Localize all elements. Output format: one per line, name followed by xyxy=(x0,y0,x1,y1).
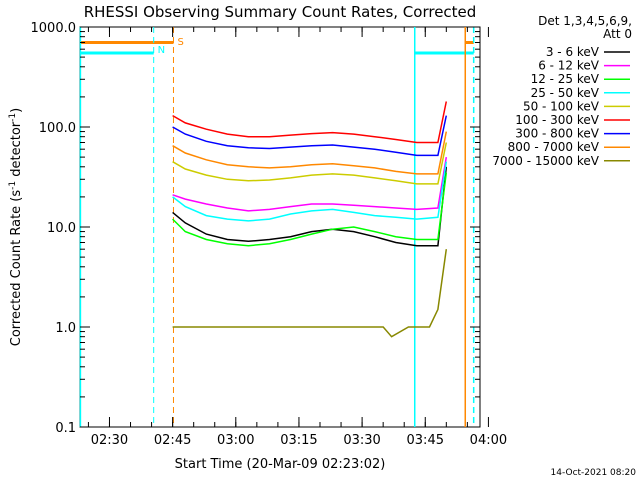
legend-header-line-2: Att 0 xyxy=(603,27,632,41)
legend-label-6: 300 - 800 keV xyxy=(515,127,599,141)
series-lines xyxy=(172,101,448,338)
series-line-1 xyxy=(172,156,448,212)
legend-label-2: 12 - 25 keV xyxy=(531,72,600,86)
series-line-8 xyxy=(172,249,448,338)
x-tick-label-0: 02:30 xyxy=(91,433,128,448)
legend-label-3: 25 - 50 keV xyxy=(531,86,600,100)
marker-label-1: N xyxy=(158,45,165,56)
y-axis-label-mid: detector xyxy=(9,121,24,181)
y-axis-label-sup1: -1 xyxy=(8,181,18,190)
y-tick-label-1: 100.0 xyxy=(39,121,76,136)
marker-label-0: S xyxy=(177,37,183,48)
y-axis-ticks: 1000.0 100.0 10.0 1.0 0.1 xyxy=(31,21,480,436)
legend-label-1: 6 - 12 keV xyxy=(538,59,600,73)
y-axis-label-sup2: -1 xyxy=(8,113,18,122)
y-tick-label-3: 1.0 xyxy=(55,321,76,336)
legend-header-line-1: Det 1,3,4,5,6,9, xyxy=(538,14,632,28)
series-line-0 xyxy=(172,166,448,247)
y-axis-label-main: Corrected Count Rate (s xyxy=(9,190,24,347)
x-tick-label-2: 03:00 xyxy=(217,433,254,448)
legend-label-5: 100 - 300 keV xyxy=(515,113,599,127)
y-axis-label: Corrected Count Rate (s-1 detector-1) xyxy=(8,108,24,346)
series-line-7 xyxy=(172,131,448,175)
legend-label-0: 3 - 6 keV xyxy=(546,45,600,59)
y-tick-label-4: 0.1 xyxy=(55,421,76,436)
x-axis-ticks: 02:30 02:45 03:00 03:15 03:30 03:45 04:00 xyxy=(87,27,507,448)
chart-title: RHESSI Observing Summary Count Rates, Co… xyxy=(84,3,477,21)
series-line-4 xyxy=(172,142,448,185)
y-axis-label-end: ) xyxy=(9,108,24,113)
attenuator-bars xyxy=(80,40,474,55)
generated-timestamp: 14-Oct-2021 08:20 xyxy=(551,468,637,478)
series-line-2 xyxy=(172,172,448,247)
x-tick-label-3: 03:15 xyxy=(280,433,317,448)
x-tick-label-4: 03:30 xyxy=(343,433,380,448)
legend-label-8: 7000 - 15000 keV xyxy=(492,154,599,168)
x-axis-label: Start Time (20-Mar-09 02:23:02) xyxy=(175,457,386,472)
series-line-5 xyxy=(172,101,448,144)
x-tick-label-1: 02:45 xyxy=(154,433,191,448)
legend-label-4: 50 - 100 keV xyxy=(523,99,600,113)
legend-label-7: 800 - 7000 keV xyxy=(508,140,600,154)
series-line-6 xyxy=(172,115,448,157)
y-tick-label-2: 10.0 xyxy=(47,221,76,236)
y-tick-label-0: 1000.0 xyxy=(31,21,77,36)
x-tick-label-6: 04:00 xyxy=(470,433,507,448)
plot-area: S N 1000.0 100.0 10.0 1.0 0.1 02:30 02:45 03:00… xyxy=(31,21,508,448)
x-tick-label-5: 03:45 xyxy=(407,433,444,448)
series-line-3 xyxy=(172,161,448,222)
